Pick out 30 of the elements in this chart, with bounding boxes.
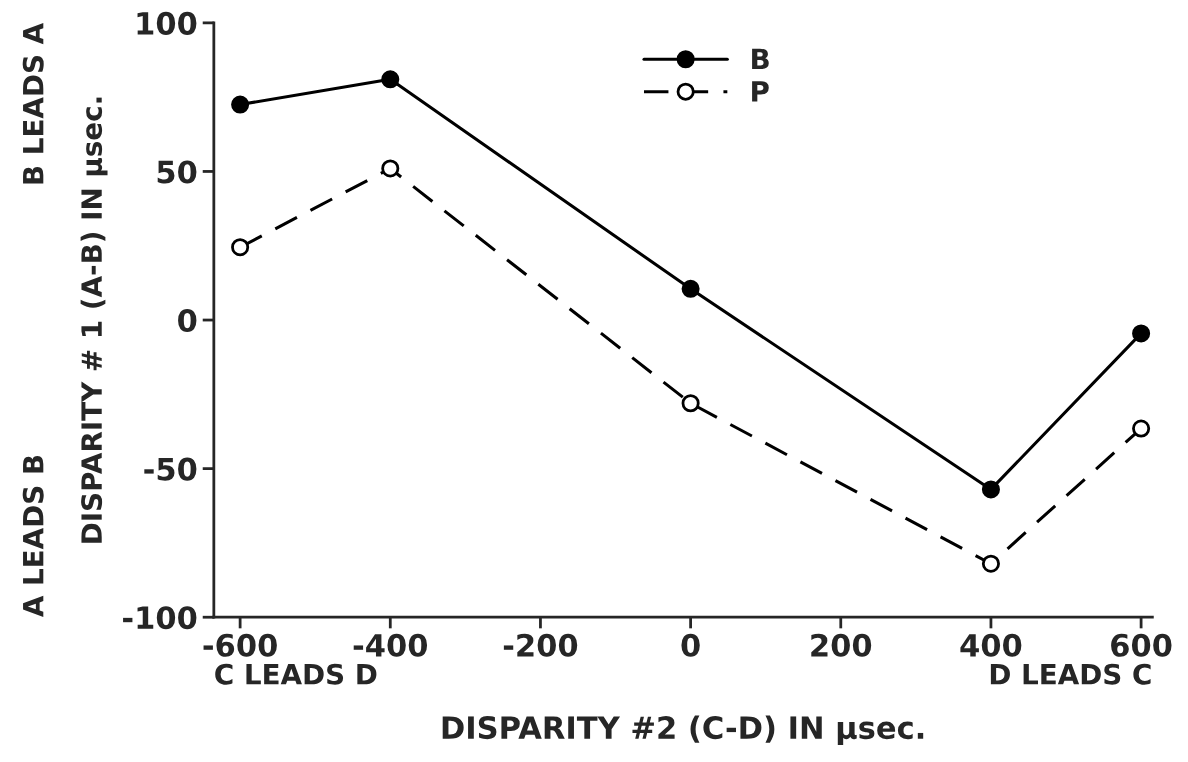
point bbox=[1132, 324, 1151, 343]
text: B LEADS A bbox=[22, 22, 44, 184]
legend-label: P bbox=[752, 81, 769, 102]
x-tick-label: -600 bbox=[203, 633, 277, 657]
point bbox=[681, 279, 700, 298]
x-tick-label: 200 bbox=[811, 633, 872, 657]
point bbox=[381, 70, 400, 89]
point bbox=[981, 554, 1000, 573]
point bbox=[681, 394, 700, 413]
x-tick-label: -400 bbox=[353, 633, 428, 657]
point bbox=[981, 480, 1000, 499]
point bbox=[231, 95, 250, 114]
point bbox=[381, 159, 400, 178]
y-tick-label: 50 bbox=[157, 160, 197, 184]
text: D LEADS C bbox=[990, 663, 1151, 685]
point bbox=[231, 238, 250, 257]
y-tick-label: -100 bbox=[123, 606, 197, 630]
y-tick-label: 100 bbox=[137, 11, 197, 35]
y-axis-title: DISPARITY # 1 (A-B) IN μsec. bbox=[80, 97, 108, 543]
y-tick-label: 0 bbox=[178, 308, 197, 333]
x-tick-label: 400 bbox=[960, 633, 1022, 657]
text: C LEADS D bbox=[215, 663, 377, 685]
x-tick-label: 600 bbox=[1111, 633, 1172, 657]
x-tick-label: -200 bbox=[503, 633, 578, 657]
text: A LEADS B bbox=[22, 455, 44, 618]
x-tick-label: 0 bbox=[681, 633, 700, 657]
y-tick-label: -50 bbox=[144, 457, 197, 481]
legend-label: B bbox=[752, 48, 769, 69]
point bbox=[1132, 419, 1151, 438]
x-axis-title: DISPARITY #2 (C-D) IN μsec. bbox=[442, 715, 924, 746]
